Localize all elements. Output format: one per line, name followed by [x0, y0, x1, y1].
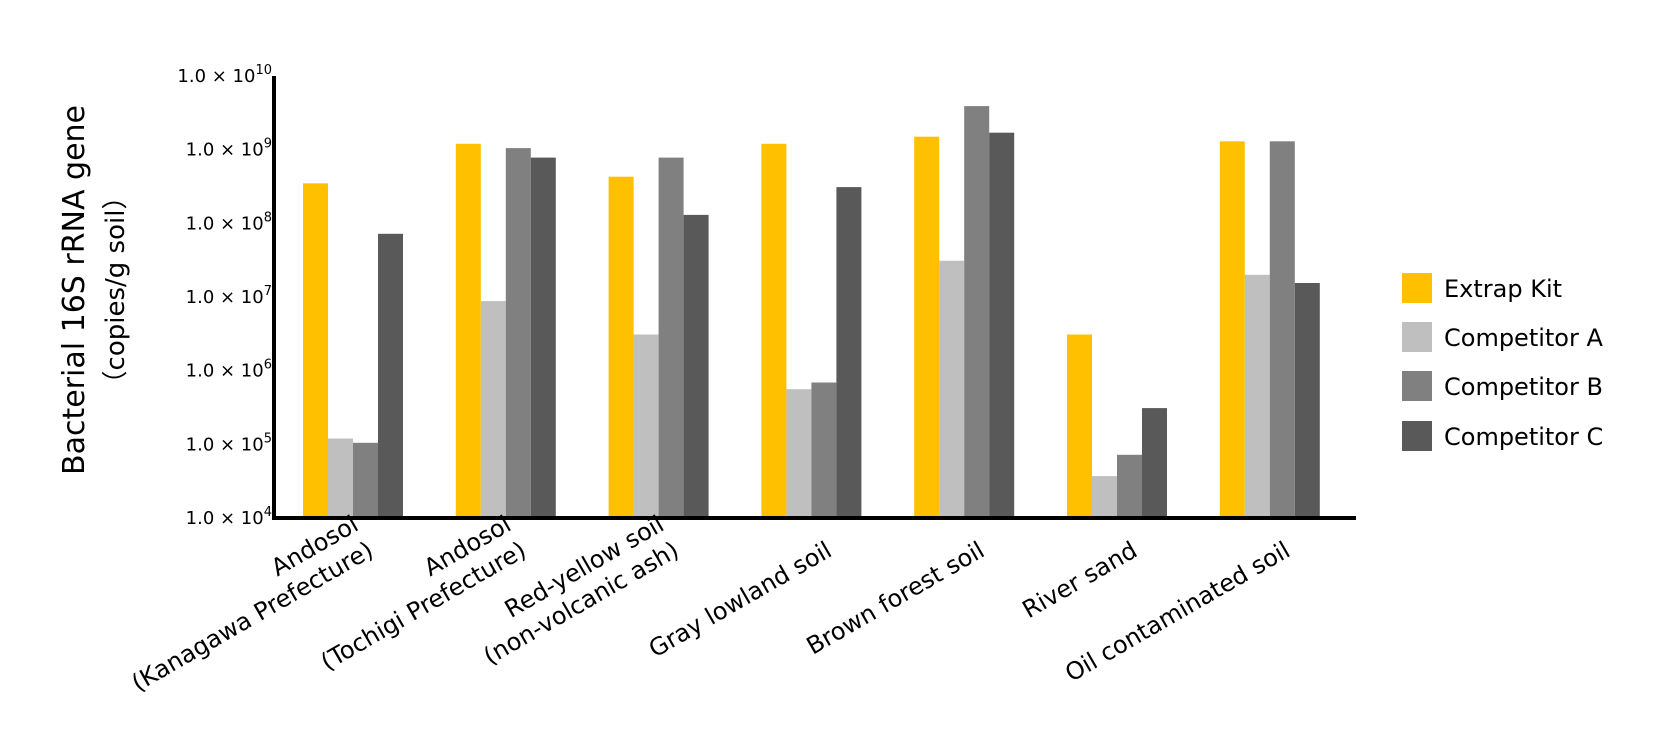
y-axis-title: Bacterial 16S rRNA gene （copies/g soil）: [57, 105, 131, 475]
y-tick-label: 1.0 × 1010: [177, 63, 272, 87]
bar: [480, 301, 506, 518]
legend-swatch: [1402, 273, 1432, 303]
y-axis-sublabel: （copies/g soil）: [101, 184, 131, 397]
bar: [378, 233, 403, 519]
bar: [761, 143, 787, 519]
axes-group: [272, 76, 1356, 520]
bar: [989, 132, 1015, 518]
bar: [1067, 334, 1092, 518]
bar: [1269, 141, 1295, 519]
legend-label: Extrap Kit: [1444, 275, 1562, 303]
y-axis-label: Bacterial 16S rRNA gene: [57, 105, 92, 475]
bar: [964, 106, 990, 518]
y-tick-label: 1.0 × 108: [186, 210, 272, 234]
bar: [836, 187, 862, 518]
bar: [914, 136, 940, 518]
bar: [1092, 476, 1117, 518]
y-tick-label: 1.0 × 107: [186, 284, 272, 308]
bar: [1294, 283, 1320, 518]
bar: [455, 143, 481, 519]
bar: [811, 382, 837, 518]
bar: [1117, 454, 1142, 518]
bar: [683, 214, 709, 518]
bar: [505, 148, 531, 518]
bars-group: [303, 106, 1320, 519]
bar: [786, 389, 812, 518]
bar: [328, 438, 353, 518]
legend-swatch: [1402, 371, 1432, 401]
bar: [633, 334, 659, 518]
legend-label: Competitor B: [1444, 373, 1603, 401]
bar: [353, 442, 378, 518]
bar: [303, 183, 328, 519]
y-tick-label: 1.0 × 104: [186, 505, 272, 529]
y-tick-label: 1.0 × 105: [186, 431, 272, 455]
bar: [1142, 408, 1167, 518]
x-tick-label: River sand: [1018, 536, 1142, 624]
legend-swatch: [1402, 322, 1432, 352]
x-tick-label-line: (Kanagawa Prefecture): [127, 536, 378, 697]
bar: [1219, 141, 1245, 519]
x-tick-labels: Andosol(Kanagawa Prefecture) Andosol(Toch…: [127, 510, 1295, 697]
bar: [939, 260, 965, 518]
bar: [1244, 274, 1270, 518]
bar: [608, 176, 634, 518]
bar: [530, 157, 556, 518]
y-tick-labels: 1.0 × 104 1.0 × 105 1.0 × 106 1.0 × 107 1.0 …: [177, 63, 272, 529]
legend-label: Competitor A: [1444, 324, 1603, 352]
y-tick-label: 1.0 × 109: [186, 137, 272, 161]
legend: Extrap Kit Competitor A Competitor B Compet…: [1402, 273, 1603, 451]
bar: [658, 157, 684, 518]
legend-label: Competitor C: [1444, 423, 1603, 451]
y-tick-label: 1.0 × 106: [186, 358, 272, 382]
legend-swatch: [1402, 421, 1432, 451]
x-tick-label-line: River sand: [1018, 536, 1142, 624]
